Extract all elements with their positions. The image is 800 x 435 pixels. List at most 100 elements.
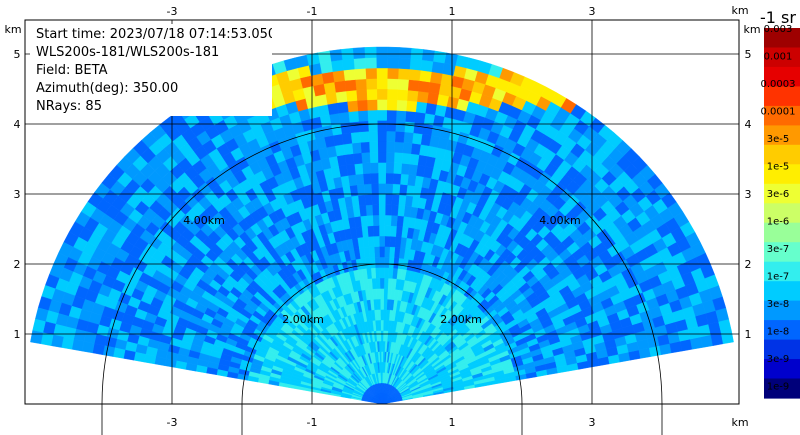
sector-cell	[395, 225, 403, 238]
sector-cell	[352, 47, 366, 59]
sector-cell	[383, 267, 389, 279]
x-tick-label-top: -1	[307, 5, 318, 18]
sector-cell	[373, 246, 380, 258]
sector-cell	[385, 162, 395, 174]
colorbar-label: 0.0001	[761, 107, 796, 118]
colorbar-swatch	[764, 242, 800, 263]
colorbar-label: 1e-6	[767, 217, 790, 228]
sector-cell	[389, 235, 397, 248]
sector-cell	[432, 50, 447, 64]
sector-cell	[387, 67, 399, 80]
sector-cell	[354, 163, 364, 175]
sector-cell	[367, 109, 378, 122]
y-tick-label-left: 1	[14, 328, 21, 341]
sector-cell	[319, 61, 333, 74]
sector-cell	[345, 89, 358, 102]
sector-cell	[383, 277, 389, 289]
sector-cell	[405, 100, 418, 113]
sector-cell	[408, 163, 418, 176]
sector-cell	[378, 204, 386, 216]
sector-cell	[355, 78, 367, 91]
sector-cell	[377, 162, 387, 174]
y-tick-label-left: 3	[14, 188, 21, 201]
range-ring-label: 2.00km	[440, 313, 482, 326]
sector-cell	[369, 151, 379, 164]
sector-cell	[386, 88, 398, 101]
grid-lines	[25, 20, 739, 404]
sector-cell	[380, 319, 384, 331]
sector-cell	[404, 121, 415, 134]
range-ring-label: 2.00km	[282, 313, 324, 326]
sector-cell	[321, 71, 335, 85]
sector-cell	[366, 99, 378, 111]
sector-cell	[393, 246, 401, 259]
sector-cell	[379, 277, 385, 289]
colorbar-swatch	[764, 183, 800, 204]
sector-cell	[372, 214, 380, 226]
sector-cell	[403, 131, 414, 144]
sector-cell	[370, 183, 379, 195]
sector-cell	[386, 120, 397, 132]
colorbar-label: 3e-7	[767, 244, 790, 255]
scan-info-box: Start time: 2023/07/18 07:14:53.050 WLS2…	[30, 24, 272, 116]
sector-cell	[363, 183, 372, 195]
sector-cell	[329, 49, 343, 62]
sector-cell	[405, 184, 415, 197]
sector-cell	[397, 204, 406, 217]
sector-cell	[394, 131, 405, 143]
y-tick-label-right: 1	[745, 328, 752, 341]
sector-cell	[385, 193, 393, 205]
sector-cell	[387, 267, 394, 279]
range-rings: 2.00km 2.00km 4.00km 4.00km	[101, 123, 663, 435]
sector-cell	[414, 111, 426, 124]
sector-cell	[364, 57, 377, 69]
sector-cell	[375, 267, 381, 279]
sector-cell	[385, 151, 395, 164]
sector-cell	[382, 330, 386, 342]
sector-cell	[423, 112, 436, 126]
sector-cell	[387, 57, 400, 69]
x-tick-label-bottom: 3	[589, 416, 596, 429]
unit-label-top-right: km	[731, 4, 748, 17]
colorbar-label: 3e-5	[767, 134, 790, 145]
sector-cell	[378, 214, 386, 226]
range-ring-label: 4.00km	[183, 214, 225, 227]
sector-cell	[367, 225, 374, 237]
sector-cell	[388, 246, 396, 258]
sector-cell	[359, 131, 370, 143]
sector-cell	[92, 343, 105, 356]
sector-cell	[407, 174, 417, 187]
colorbar-swatch	[764, 222, 800, 243]
sector-cell	[383, 256, 390, 268]
sector-cell	[351, 142, 362, 154]
sector-cell	[375, 277, 381, 289]
sector-cell	[377, 130, 387, 142]
sector-cell	[421, 123, 434, 136]
sector-cell	[384, 214, 392, 226]
sector-cell	[393, 162, 403, 175]
sector-cell	[375, 46, 389, 58]
sector-cell	[396, 215, 404, 227]
sector-cell	[400, 163, 410, 175]
sector-cell	[343, 68, 356, 81]
sector-cell	[323, 81, 336, 95]
sector-cell	[333, 80, 347, 93]
colorbar-label: 0.001	[764, 52, 793, 63]
sector-cell	[379, 288, 385, 300]
system-text: WLS200s-181/WLS200s-181	[36, 44, 220, 62]
sector-cell	[431, 61, 445, 74]
sector-cell	[349, 121, 360, 134]
sector-cell	[365, 67, 377, 80]
sector-cell	[417, 154, 428, 167]
sector-cell	[390, 214, 398, 227]
sector-cell	[376, 88, 388, 100]
sector-cell	[335, 90, 348, 104]
sector-cell	[380, 309, 384, 321]
colorbar-swatch	[764, 28, 800, 49]
colorbar-title: -1 sr	[760, 8, 796, 27]
sector-cell	[364, 194, 373, 206]
sector-cell	[411, 132, 423, 145]
sector-cell	[391, 204, 399, 216]
